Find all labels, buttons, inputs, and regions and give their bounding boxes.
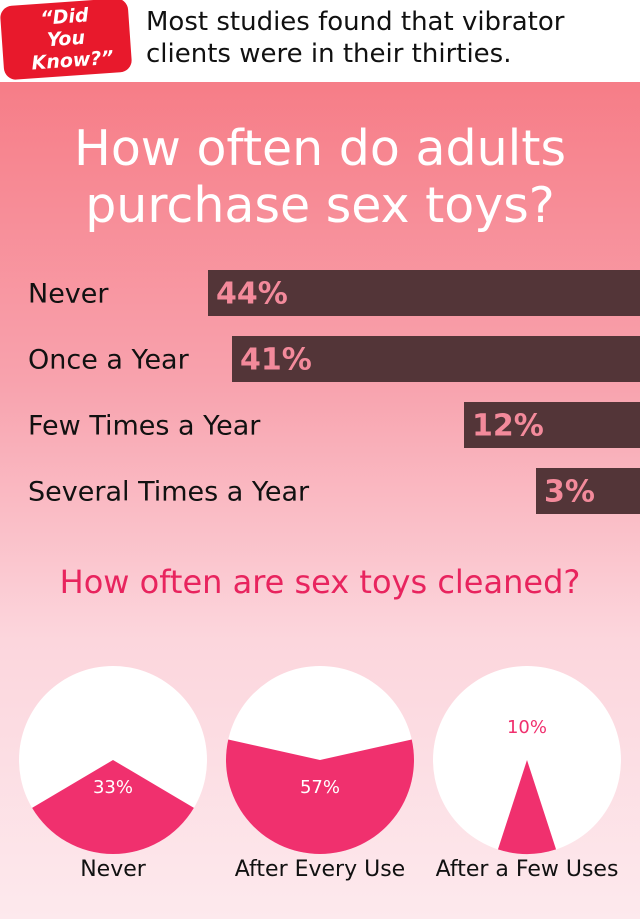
category-label: Few Times a Year <box>28 411 261 442</box>
value-label: 57% <box>300 777 340 798</box>
value-label: 33% <box>93 777 133 798</box>
bar <box>208 270 640 316</box>
category-label: After a Few Uses <box>436 857 619 882</box>
pie-slice <box>225 739 414 854</box>
banner-text: Most studies found that vibrator clients… <box>146 7 565 69</box>
bar <box>464 402 640 448</box>
value-label: 10% <box>507 717 547 738</box>
chart-title: How often do adults purchase sex toys? <box>73 120 567 234</box>
category-label: Never <box>80 857 147 882</box>
bar <box>232 336 640 382</box>
category-label: Never <box>28 279 109 310</box>
value-label: 3% <box>544 475 595 510</box>
category-label: Several Times a Year <box>28 477 310 508</box>
banner: “Did You Know?” Most studies found that … <box>0 0 640 82</box>
category-label: After Every Use <box>235 857 405 882</box>
pie-slice <box>497 760 557 855</box>
value-label: 41% <box>240 343 312 378</box>
value-label: 44% <box>216 277 288 312</box>
category-label: Once a Year <box>28 345 190 376</box>
pie-slice <box>32 760 194 855</box>
chart-title: How often are sex toys cleaned? <box>59 563 581 601</box>
value-label: 12% <box>472 409 544 444</box>
bar <box>536 468 640 514</box>
